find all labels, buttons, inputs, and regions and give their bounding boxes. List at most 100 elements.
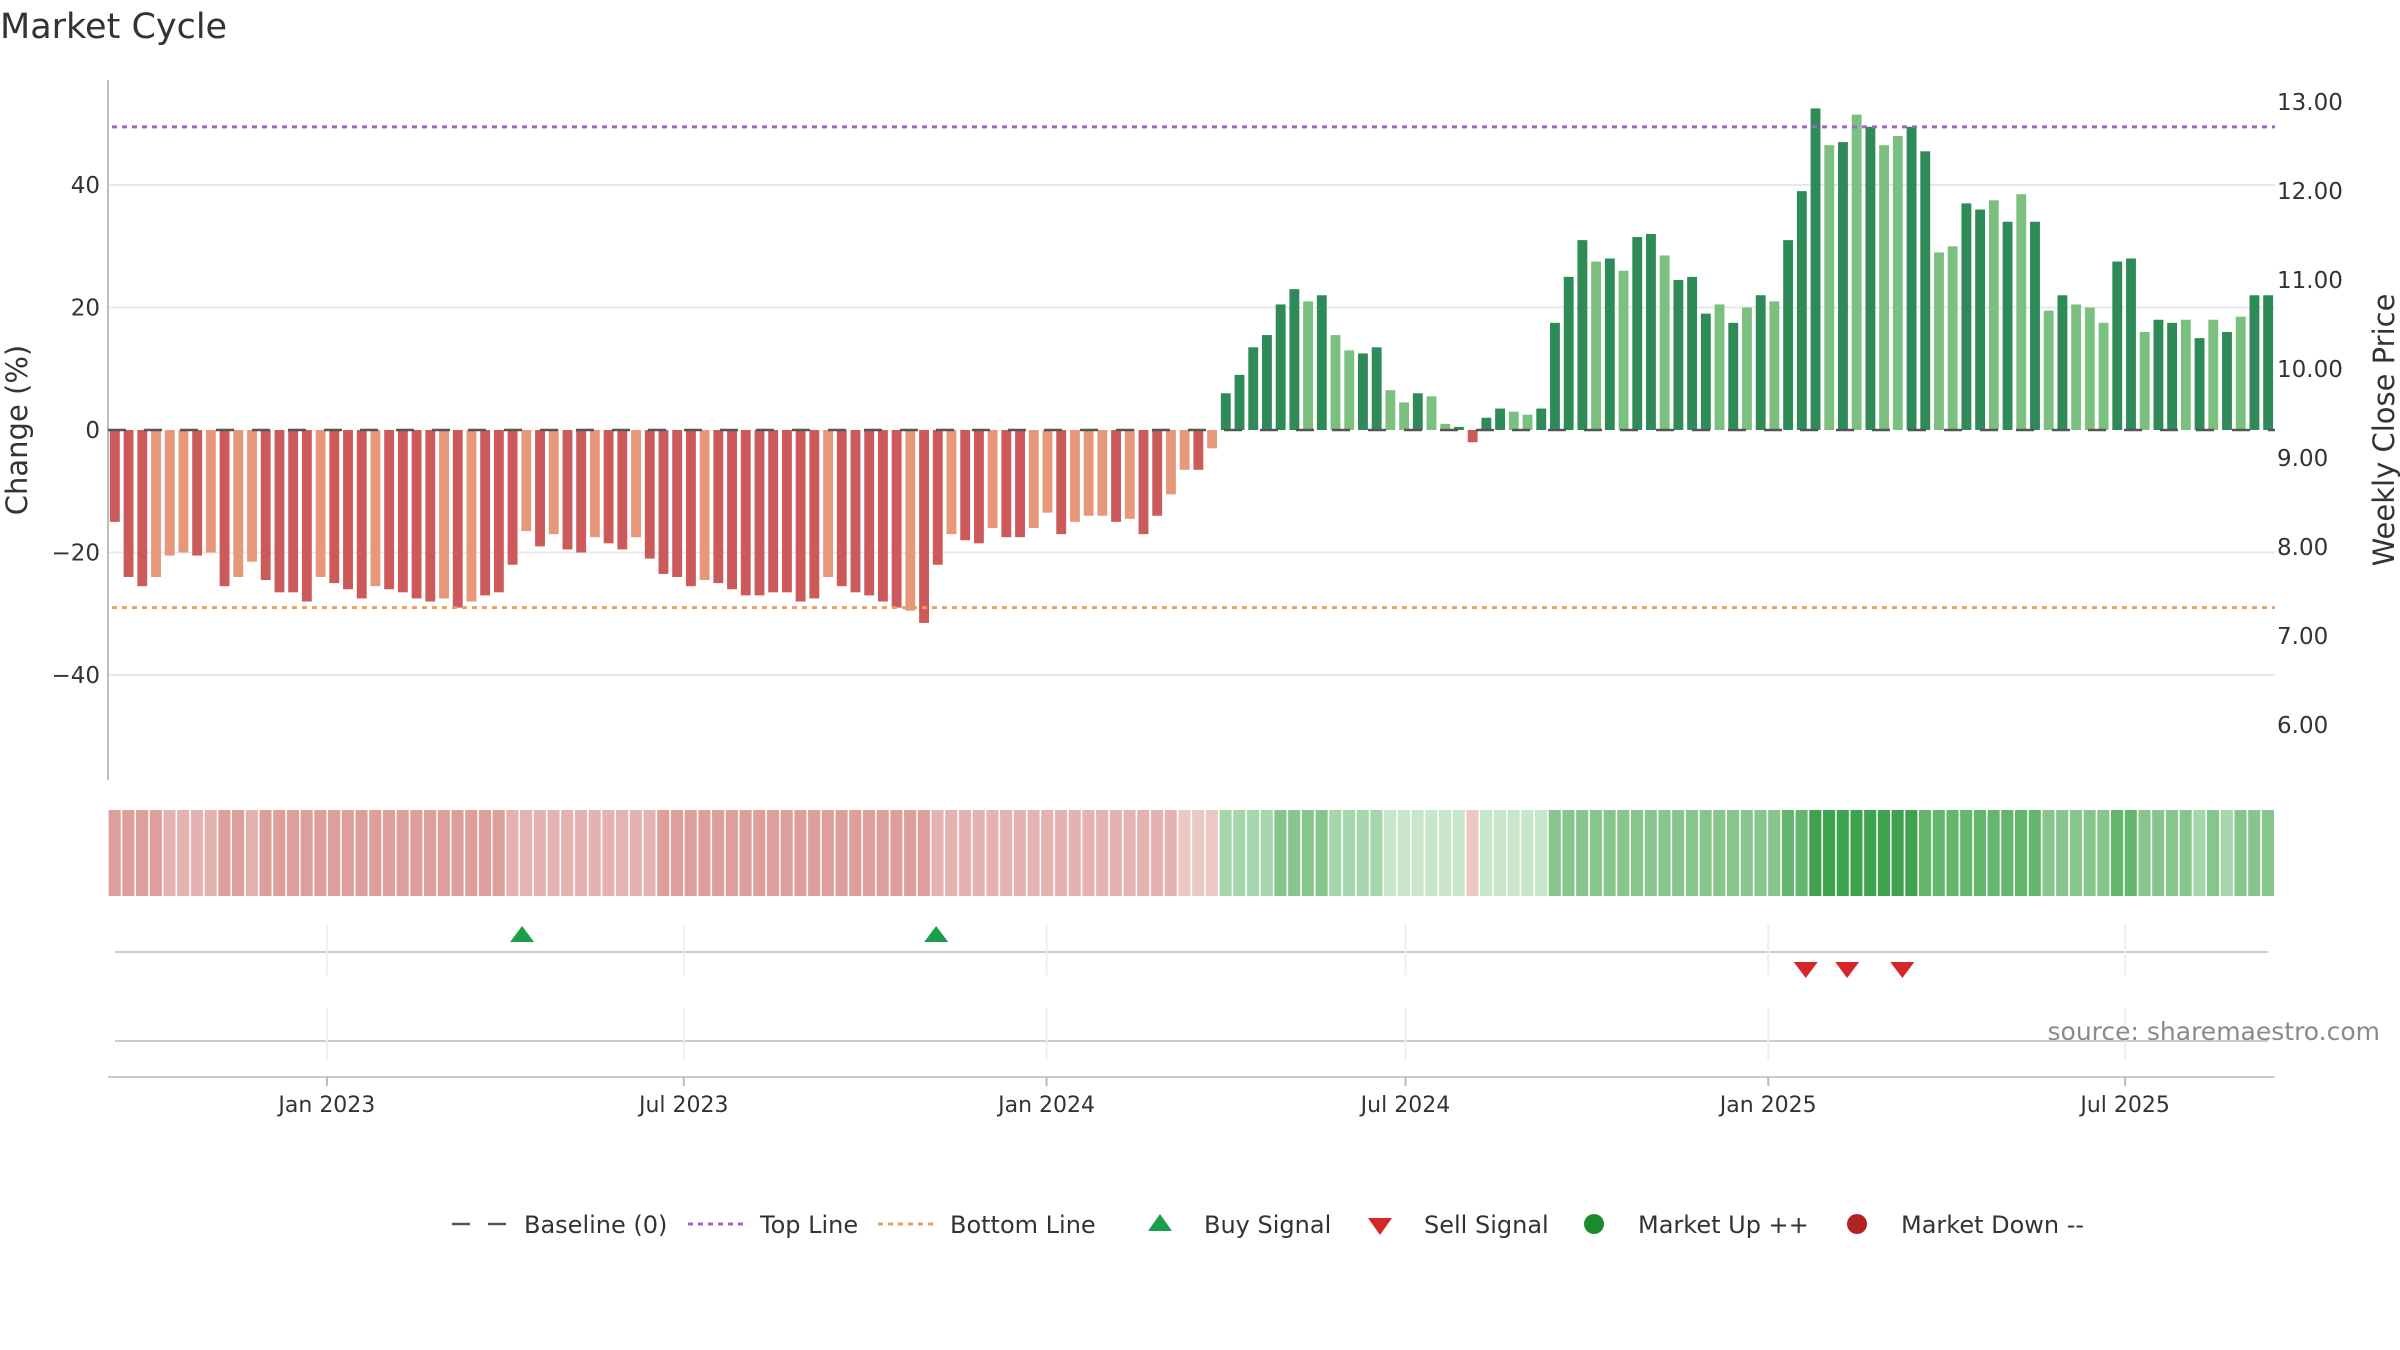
heat-cell — [1438, 810, 1452, 896]
bar — [439, 430, 449, 599]
heat-cell — [2152, 810, 2165, 896]
heat-cell — [684, 810, 697, 896]
heat-cell — [1137, 810, 1150, 896]
heat-cell — [163, 810, 176, 896]
heat-cell — [2001, 810, 2014, 896]
signal-panel — [115, 926, 2268, 978]
bar — [1591, 261, 1602, 430]
bar — [2249, 295, 2260, 430]
bar — [754, 430, 765, 596]
buy-signal-marker — [510, 926, 535, 942]
heat-cell — [1480, 810, 1493, 896]
bar — [1330, 335, 1341, 430]
bar — [2043, 310, 2054, 430]
heat-cell — [986, 810, 999, 896]
bar — [151, 430, 161, 577]
heat-cell — [2193, 810, 2206, 896]
heat-cell — [1534, 810, 1548, 896]
y2-tick-label: 11.00 — [2277, 268, 2343, 294]
bar — [2208, 319, 2219, 430]
bar — [685, 430, 696, 587]
bar — [1248, 347, 1259, 430]
heat-cell — [1809, 810, 1822, 896]
bar — [1358, 353, 1368, 430]
bar — [1687, 276, 1698, 430]
bar — [1001, 430, 1012, 538]
heat-cell — [1068, 810, 1081, 896]
bar — [1234, 374, 1245, 430]
heat-cell — [712, 810, 725, 896]
bar — [850, 430, 861, 593]
heat-cell — [945, 810, 958, 896]
heat-cell — [149, 810, 162, 896]
bar — [301, 430, 312, 602]
heat-cell — [725, 810, 738, 896]
legend-label: Top Line — [759, 1211, 858, 1239]
bar — [1111, 430, 1122, 522]
bar — [315, 430, 326, 577]
bar — [1934, 252, 1944, 430]
bar — [960, 430, 971, 541]
bar — [233, 430, 244, 577]
bar — [727, 430, 737, 590]
bar — [178, 430, 189, 553]
y-axis-title: Change (%) — [0, 345, 34, 515]
bar — [699, 430, 710, 581]
heat-cell — [808, 810, 821, 896]
bar — [603, 430, 614, 544]
heat-cell — [1822, 810, 1836, 896]
bar — [768, 430, 779, 593]
heat-cell — [2097, 810, 2110, 896]
bar — [219, 430, 230, 587]
heat-strip — [108, 810, 2274, 896]
bar — [864, 430, 875, 596]
bar — [1124, 430, 1135, 519]
bar — [2235, 316, 2246, 430]
y2-tick-label: 6.00 — [2277, 713, 2328, 739]
y2-tick-label: 10.00 — [2277, 357, 2343, 383]
heat-cell — [1164, 810, 1177, 896]
heat-cell — [451, 810, 464, 896]
heat-cell — [218, 810, 231, 896]
heat-cell — [1973, 810, 1986, 896]
bar — [370, 430, 381, 587]
heat-cell — [1192, 810, 1205, 896]
sell-signal-marker — [1793, 962, 1818, 978]
heat-cell — [1781, 810, 1794, 896]
heat-cell — [1864, 810, 1877, 896]
bar — [1399, 402, 1410, 430]
chart-title: Market Cycle — [0, 7, 227, 47]
heat-cell — [753, 810, 766, 896]
legend-triangle-up-icon — [1148, 1214, 1172, 1231]
heat-cell — [2056, 810, 2069, 896]
bar — [1550, 322, 1560, 430]
bar — [1865, 126, 1876, 430]
x-tick-label: Jan 2024 — [996, 1093, 1095, 1118]
bar — [1646, 234, 1656, 430]
bar — [356, 430, 367, 599]
x-ticks: Jan 2023 Jul 2023 Jan 2024 Jul 2024 Jan 2025… — [276, 925, 2170, 1118]
legend-item: Market Down -- — [1847, 1211, 2084, 1239]
bar — [2084, 307, 2095, 430]
bar — [2071, 304, 2082, 430]
heat-cell — [876, 810, 889, 896]
bar — [192, 430, 203, 556]
heat-cell — [520, 810, 533, 896]
bar — [343, 430, 353, 590]
legend-label: Market Up ++ — [1638, 1211, 1809, 1239]
market-panel — [108, 1040, 2275, 1078]
heat-cell — [369, 810, 382, 896]
heat-cell — [2042, 810, 2055, 896]
bar — [1632, 237, 1643, 430]
heat-cell — [1013, 810, 1026, 896]
y-tick-label: −40 — [51, 663, 100, 689]
heat-cell — [204, 810, 217, 896]
heat-cell — [1219, 810, 1232, 896]
heat-cell — [1493, 810, 1506, 896]
heat-cell — [1877, 810, 1890, 896]
bar — [2222, 332, 2232, 430]
bar — [2126, 258, 2136, 430]
bar — [823, 430, 833, 577]
heat-cell — [1096, 810, 1109, 896]
y-tick-label: 20 — [71, 296, 100, 322]
